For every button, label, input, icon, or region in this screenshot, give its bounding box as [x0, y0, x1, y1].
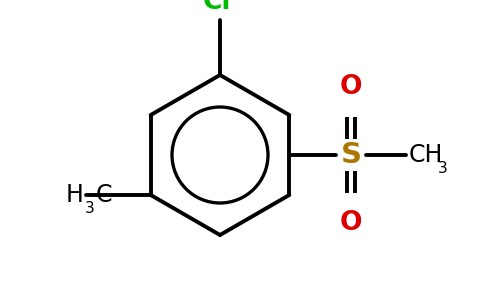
Text: 3: 3 — [85, 201, 94, 216]
Text: O: O — [340, 74, 363, 100]
Text: H: H — [66, 183, 84, 207]
Text: O: O — [340, 210, 363, 236]
Text: C: C — [96, 183, 112, 207]
Text: S: S — [341, 141, 362, 169]
Text: CH: CH — [408, 143, 443, 167]
Text: 3: 3 — [439, 161, 448, 176]
Text: Cl: Cl — [203, 0, 231, 15]
